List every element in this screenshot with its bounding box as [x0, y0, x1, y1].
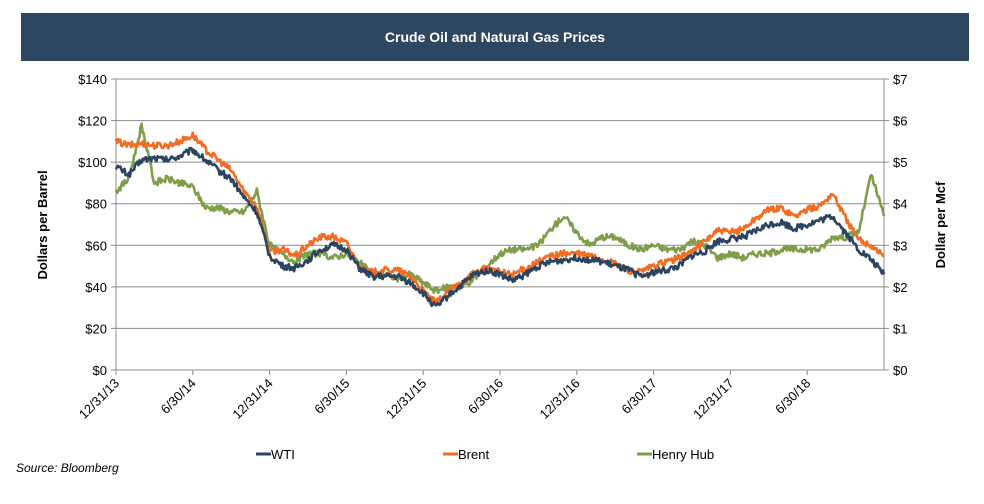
legend-label: WTI — [271, 447, 295, 462]
series-line-wti — [114, 146, 886, 308]
legend-item-henry-hub: Henry Hub — [637, 447, 714, 462]
x-tick-label: 12/31/16 — [537, 376, 583, 422]
y-tick-label-left: $0 — [93, 363, 107, 378]
y-tick-label-left: $20 — [85, 321, 107, 336]
gridlines — [111, 78, 884, 371]
chart-title: Crude Oil and Natural Gas Prices — [384, 29, 606, 45]
y-tick-label-left: $60 — [85, 238, 107, 253]
y-tick-label-right: $4 — [893, 197, 907, 212]
y-tick-label-right: $0 — [893, 363, 907, 378]
series-line-henry-hub — [114, 122, 886, 295]
y-axis-title-left: Dollars per Barrel — [35, 170, 50, 279]
legend: WTI Brent Henry Hub — [256, 447, 714, 462]
legend-item-wti: WTI — [256, 447, 295, 462]
y-tick-label-left: $100 — [78, 155, 107, 170]
series-lines — [114, 122, 886, 308]
series-line-brent — [114, 131, 885, 307]
x-tick-label: 12/31/15 — [383, 376, 429, 422]
x-tick-label: 12/31/13 — [76, 376, 122, 422]
y-axis-title-right: Dollar per Mcf — [933, 181, 948, 268]
legend-label: Henry Hub — [652, 447, 714, 462]
y-tick-label-right: $3 — [893, 238, 907, 253]
y-tick-label-left: $80 — [85, 197, 107, 212]
chart-title-bar: Crude Oil and Natural Gas Prices — [21, 13, 969, 61]
legend-label: Brent — [458, 447, 489, 462]
source-note: Source: Bloomberg — [16, 461, 119, 475]
y-tick-label-right: $1 — [893, 321, 907, 336]
y-tick-label-right: $6 — [893, 114, 907, 129]
y-tick-label-left: $40 — [85, 280, 107, 295]
axes — [115, 78, 889, 375]
y-tick-label-left: $120 — [78, 114, 107, 129]
y-tick-label-left: $140 — [78, 72, 107, 87]
x-tick-label: 6/30/15 — [311, 376, 352, 417]
y-tick-label-right: $5 — [893, 155, 907, 170]
y-tick-label-right: $7 — [893, 72, 907, 87]
x-tick-label: 6/30/16 — [465, 376, 506, 417]
x-tick-label: 6/30/18 — [772, 376, 813, 417]
legend-item-brent: Brent — [443, 447, 489, 462]
x-tick-label: 12/31/14 — [229, 376, 275, 422]
x-tick-label: 6/30/14 — [158, 376, 199, 417]
x-tick-label: 12/31/17 — [690, 376, 736, 422]
y-tick-label-right: $2 — [893, 280, 907, 295]
x-tick-label: 6/30/17 — [618, 376, 659, 417]
